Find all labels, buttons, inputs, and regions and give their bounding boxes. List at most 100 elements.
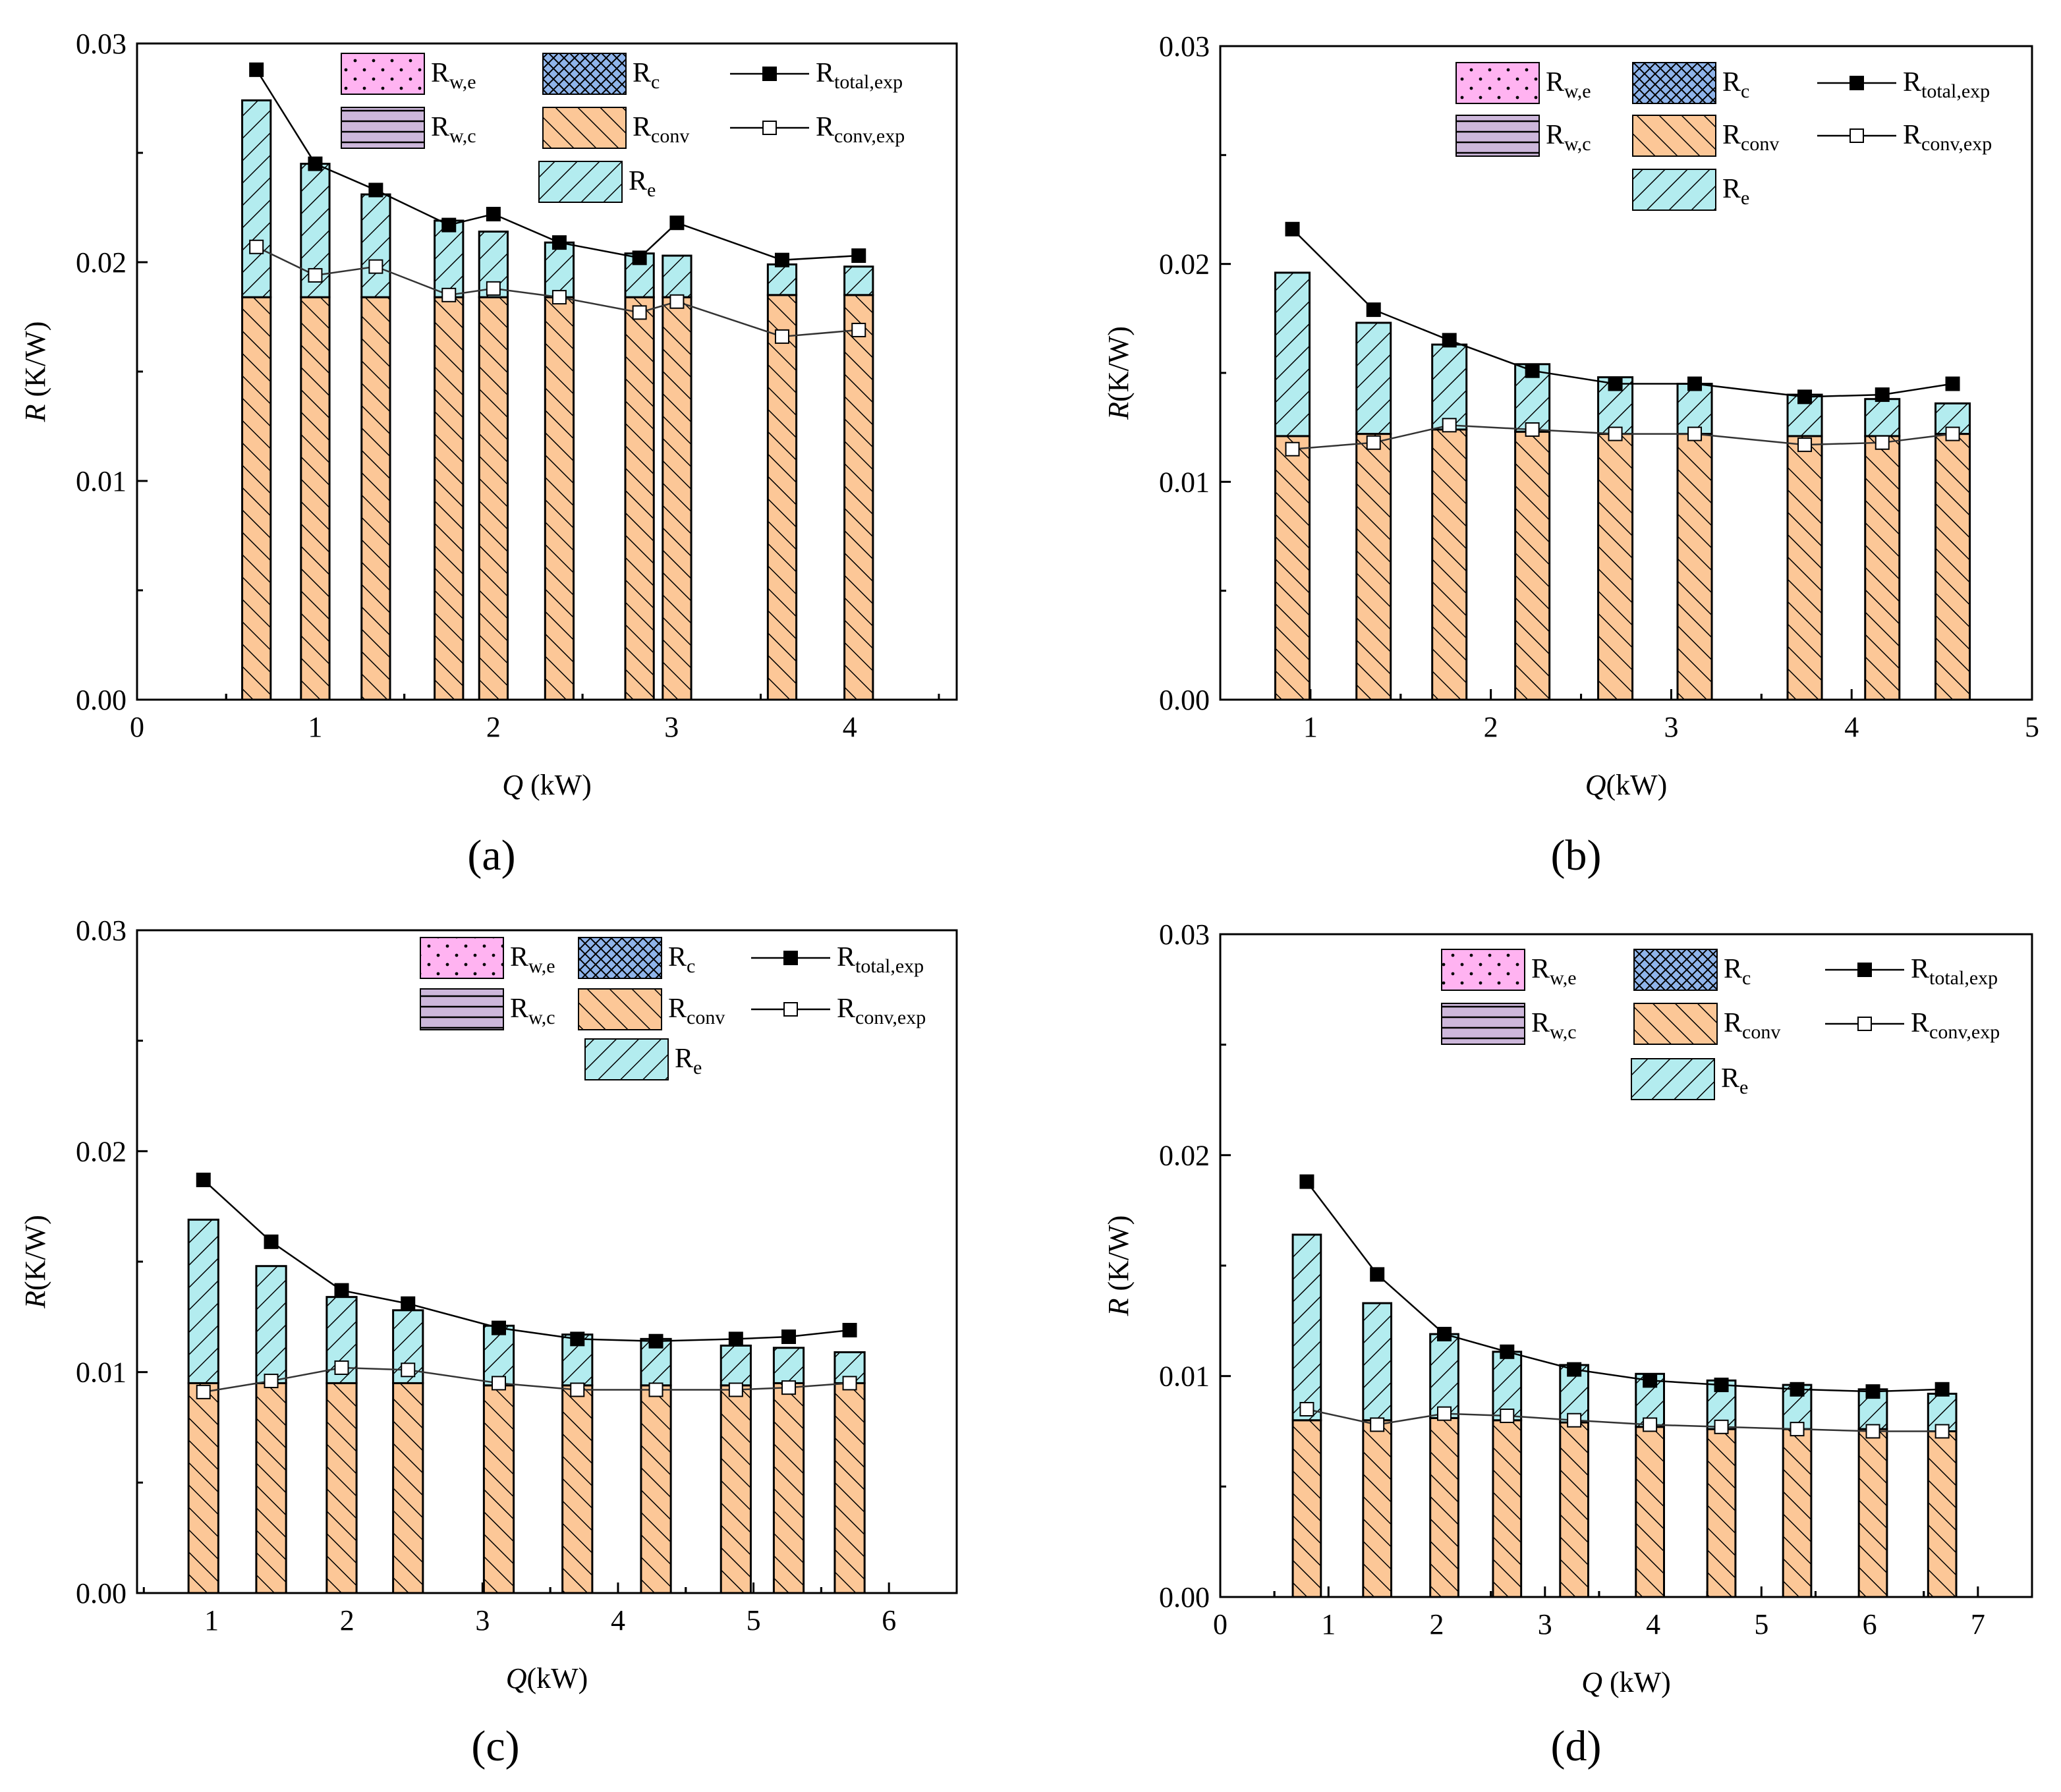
marker-rtotal-exp <box>781 1330 797 1345</box>
legend-rconv: Rconv <box>1632 115 1779 157</box>
lines <box>256 69 859 338</box>
plot-frame <box>136 42 958 701</box>
bar-rconv <box>1362 1419 1393 1598</box>
x-tick-label: 4 <box>1646 1608 1660 1640</box>
y-axis-label-unit: (K/W) <box>19 1215 51 1291</box>
panel-a: 0.00 0.01 0.02 0.03 0 1 2 3 4 R (K/W) Q (kW) (a… <box>19 28 958 880</box>
marker-rtotal-exp <box>196 1172 211 1187</box>
marker-rconv-exp <box>842 1376 857 1391</box>
marker-rtotal-exp <box>1945 376 1960 391</box>
x-tick-label: 3 <box>1664 711 1678 743</box>
bar-re <box>843 266 874 296</box>
x-tick-label: 1 <box>308 711 322 743</box>
x-axis-label: Q (kW) <box>1581 1666 1671 1698</box>
legend-rconv-exp: Rconv,exp <box>751 994 926 1028</box>
x-tick-label: 1 <box>204 1604 219 1637</box>
bar-rconv <box>1706 1428 1737 1598</box>
x-axis-label-var: Q <box>502 769 523 801</box>
marker-rtotal-exp <box>492 1320 507 1335</box>
marker-rconv-exp <box>1875 435 1890 450</box>
marker-rtotal-exp <box>1790 1382 1805 1397</box>
y-axis-label-var: R <box>19 1291 51 1309</box>
svg-text:Rw,c: Rw,c <box>1546 120 1591 155</box>
marker-rtotal-exp <box>1797 389 1813 405</box>
legend-re: Re <box>1632 169 1749 211</box>
legend-rwe: Rw,e <box>1441 949 1577 991</box>
y-tick-labels: 0.00 0.01 0.02 0.03 <box>1159 918 1210 1613</box>
marker-rconv-exp <box>1945 426 1960 441</box>
bars <box>1274 271 1971 701</box>
svg-text:Re: Re <box>1722 174 1749 209</box>
legend-rc: Rc <box>1633 949 1751 991</box>
x-axis-label: Q(kW) <box>1585 769 1668 801</box>
bar-rconv <box>241 296 272 701</box>
legend-rwc: Rw,c <box>1441 1003 1577 1045</box>
y-axis-label-var: R <box>19 404 51 422</box>
bar-rconv <box>772 1382 805 1594</box>
bar-rconv <box>662 296 692 701</box>
bar-rconv <box>624 296 655 701</box>
marker-rtotal-exp <box>1934 1382 1950 1397</box>
marker-rconv-exp <box>308 267 323 283</box>
marker-rconv-exp <box>1525 422 1540 437</box>
svg-text:Rtotal,exp: Rtotal,exp <box>816 58 903 93</box>
marker-rconv-exp <box>632 305 647 320</box>
panel-caption: (a) <box>467 831 515 880</box>
line-rtotal-exp <box>256 69 859 261</box>
y-tick-label: 0.00 <box>1159 684 1210 716</box>
svg-text:Rw,e: Rw,e <box>510 942 555 977</box>
legend-rconv: Rconv <box>542 107 689 149</box>
x-tick-label: 3 <box>664 711 679 743</box>
marker-rconv-exp <box>1500 1409 1515 1424</box>
legend-rwe: Rw,e <box>420 937 555 979</box>
svg-text:Rtotal,exp: Rtotal,exp <box>1911 954 1998 989</box>
marker-rconv-exp <box>1437 1406 1452 1421</box>
x-tick-label: 0 <box>1213 1608 1228 1640</box>
svg-text:Re: Re <box>675 1044 702 1078</box>
marker-rconv-exp <box>1567 1413 1582 1428</box>
bar-rconv <box>1514 430 1551 701</box>
svg-text:Rconv,exp: Rconv,exp <box>837 994 926 1028</box>
plot-frame <box>1219 45 2033 701</box>
marker-rconv-exp <box>1366 435 1381 450</box>
marker-rconv-exp <box>1608 426 1623 441</box>
y-tick-label: 0.02 <box>1159 248 1210 281</box>
bar-rconv <box>1857 1428 1888 1598</box>
legend-rwc: Rw,c <box>1455 115 1591 157</box>
marker-rtotal-exp <box>728 1331 743 1347</box>
panel-caption: (d) <box>1551 1722 1602 1770</box>
svg-text:Rconv,exp: Rconv,exp <box>816 112 905 147</box>
svg-text:Rw,c: Rw,c <box>1531 1008 1577 1043</box>
svg-text:Re: Re <box>1721 1063 1748 1098</box>
legend-rc: Rc <box>542 53 660 95</box>
bar-rconv <box>1934 433 1971 701</box>
bar-rconv <box>478 296 509 701</box>
y-axis-label: R (K/W) <box>1102 1216 1135 1317</box>
x-tick-label: 3 <box>475 1604 490 1637</box>
bar-re <box>360 193 391 298</box>
bar-re <box>766 263 798 296</box>
legend-rwc: Rw,c <box>420 988 555 1030</box>
y-axis-label-unit: (K/W) <box>1102 326 1135 402</box>
bar-re <box>662 254 692 298</box>
x-tick-label: 0 <box>130 711 144 743</box>
marker-rconv-exp <box>774 329 789 344</box>
bar-re <box>1362 1302 1393 1422</box>
bar-rconv <box>1782 1428 1813 1598</box>
marker-rconv-exp <box>570 1382 585 1397</box>
bar-re <box>255 1265 287 1384</box>
marker-rconv-exp <box>1687 426 1703 441</box>
y-axis-label-var: R <box>1102 1298 1135 1316</box>
y-tick-labels: 0.00 0.01 0.02 0.03 <box>1159 30 1210 716</box>
marker-rtotal-exp <box>1366 302 1381 318</box>
bar-re <box>720 1344 752 1387</box>
svg-text:Rw,e: Rw,e <box>1531 954 1577 989</box>
bar-rconv <box>1676 433 1713 701</box>
line-rconv-exp <box>256 246 859 338</box>
marker-rtotal-exp <box>570 1331 585 1347</box>
legend: Rw,e Rw,c Rc Rconv Re Rtotal,exp Rconv,e… <box>341 53 905 203</box>
bar-rconv <box>300 296 331 701</box>
marker-rconv-exp <box>728 1382 743 1397</box>
marker-rconv-exp <box>1714 1419 1729 1434</box>
marker-rconv-exp <box>669 294 685 309</box>
